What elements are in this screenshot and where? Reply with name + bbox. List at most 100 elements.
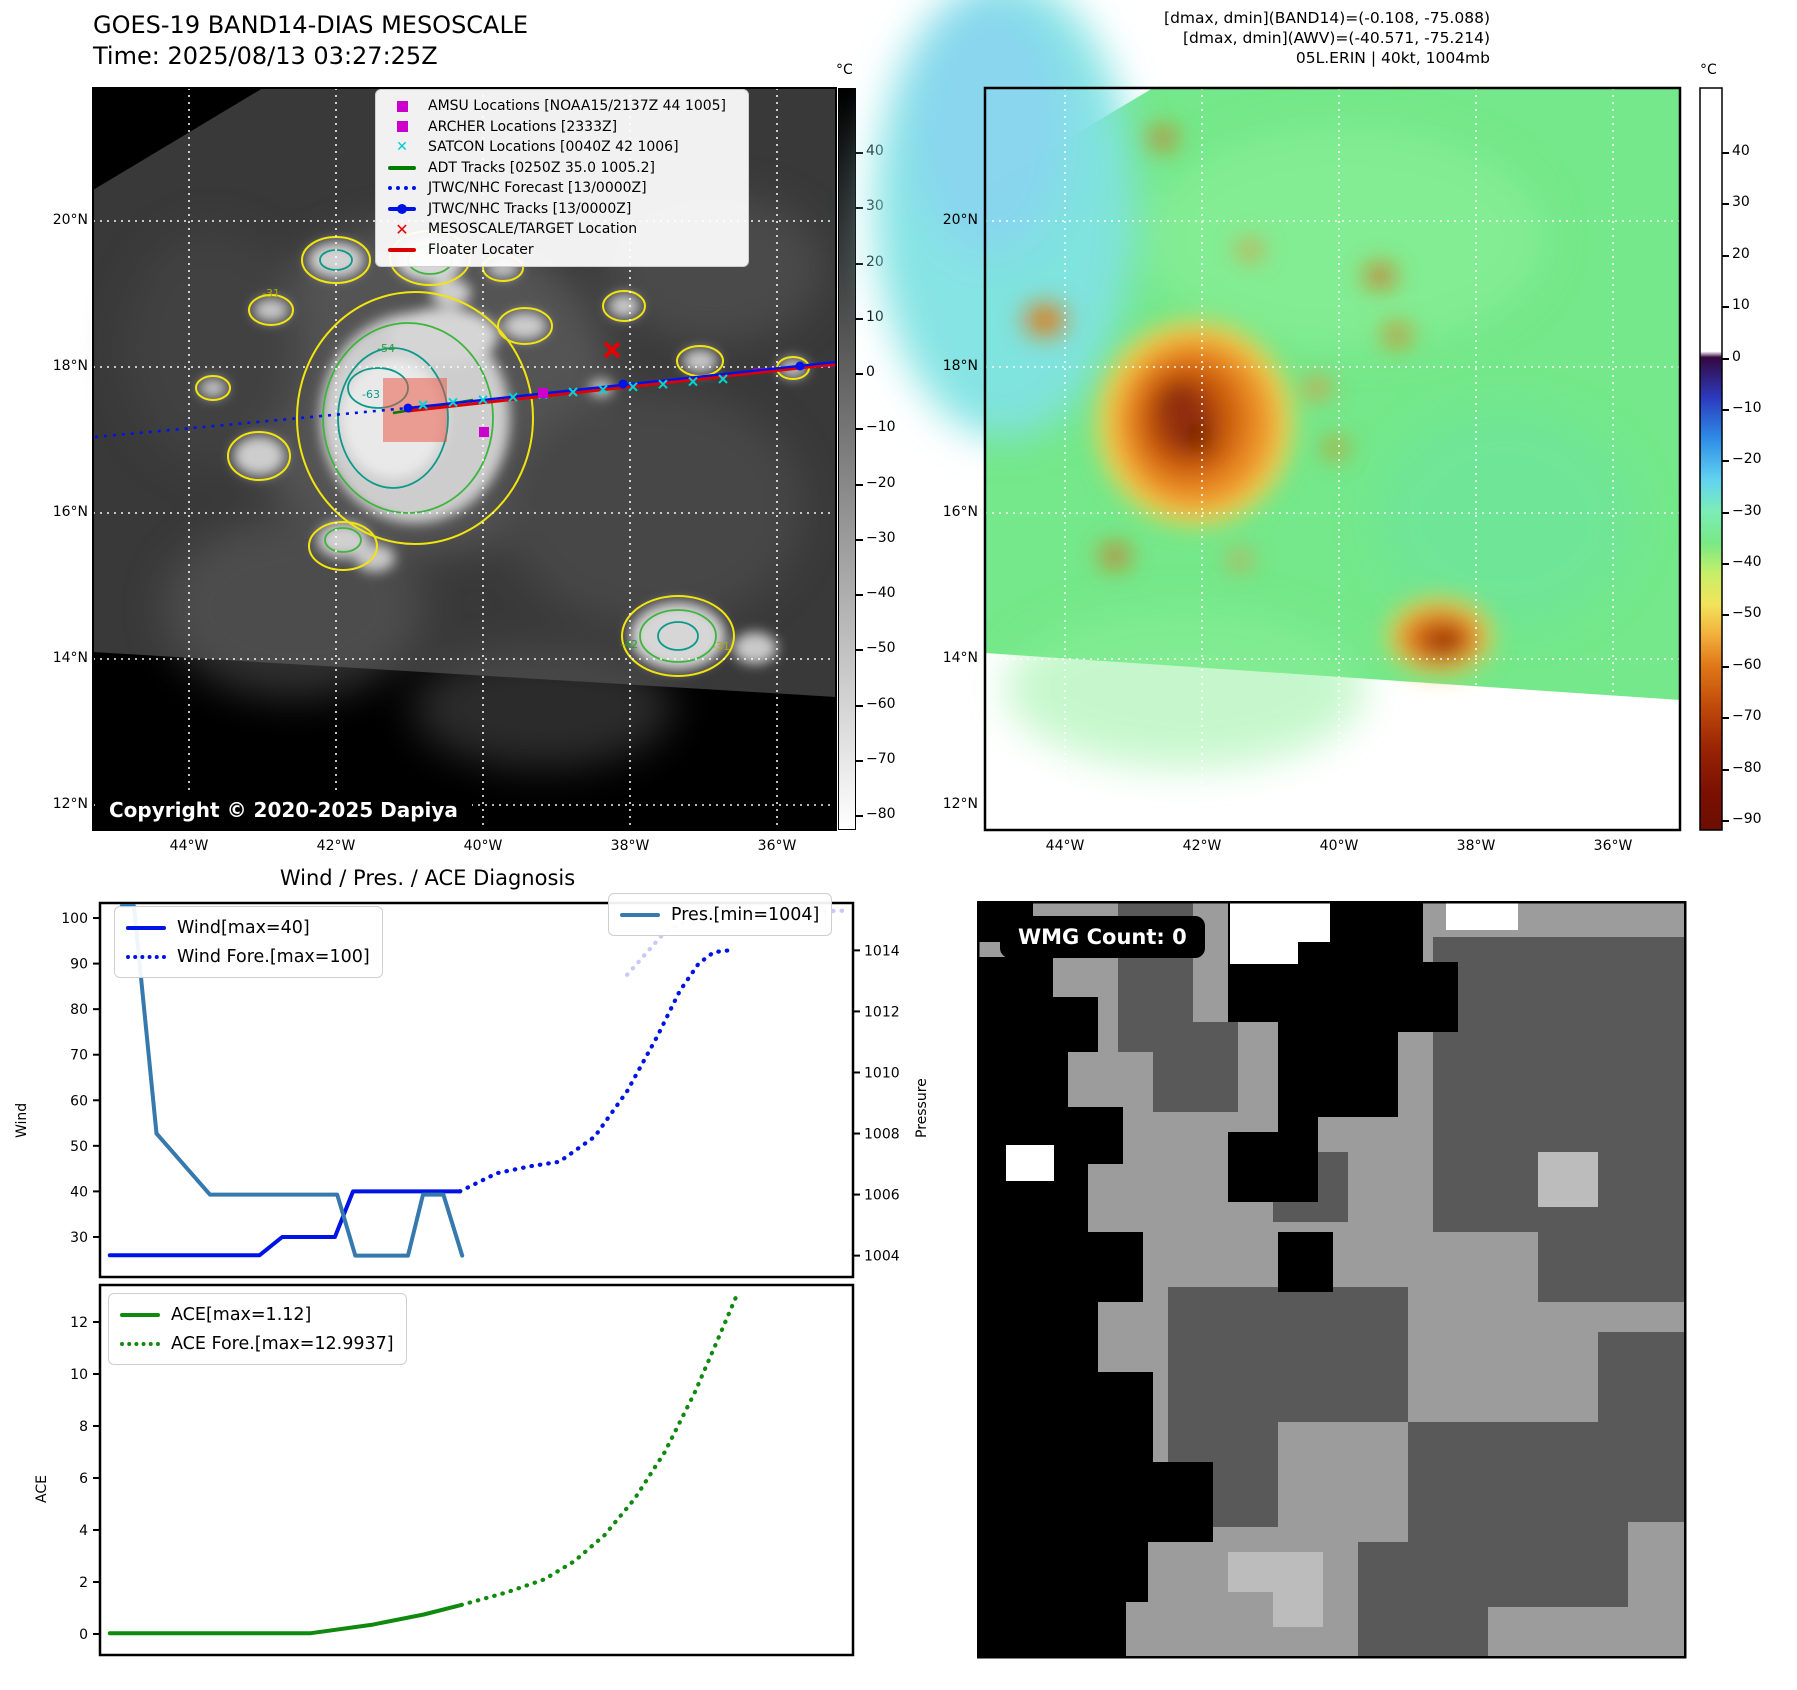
colorbar-tick-label: −20 — [1732, 451, 1762, 468]
map-gridlines — [985, 88, 1680, 830]
colorbar-tick-mark — [1722, 768, 1729, 771]
wind-axis-label: Wind — [14, 1102, 30, 1138]
colorbar-tick-mark — [856, 649, 863, 652]
contour-label: -54 — [377, 342, 395, 355]
colorbar-tick-label: −30 — [1732, 502, 1762, 519]
wmg-black-regions — [978, 902, 1458, 1657]
jtwc-track-points — [403, 361, 805, 413]
ir-colorbar-unit: °C — [836, 62, 853, 78]
line-icon — [384, 165, 420, 170]
legend-item-label: AMSU Locations [NOAA15/2137Z 44 1005] — [428, 98, 727, 115]
svg-text:80: 80 — [70, 1002, 88, 1018]
colorbar-tick-label: 40 — [1732, 142, 1750, 159]
storm-stats: [dmax, dmin](BAND14)=(-0.108, -75.088) [… — [1000, 8, 1490, 68]
legend-item-label: Pres.[min=1004] — [671, 904, 820, 925]
colorbar-tick-mark — [1722, 254, 1729, 257]
figure-title: GOES-19 BAND14-DIAS MESOSCALE Time: 2025… — [93, 10, 528, 72]
svg-text:1010: 1010 — [864, 1065, 900, 1081]
contour-value-labels: -31 -54 -63 -42 -31 — [262, 287, 730, 653]
series-pres-min-1004- — [119, 904, 465, 1258]
svg-text:90: 90 — [70, 957, 88, 973]
axis-tick-label: 14°N — [52, 650, 88, 666]
colorbar-tick-label: −60 — [1732, 656, 1762, 673]
legend-item: ACE Fore.[max=12.9937] — [117, 1329, 394, 1358]
legend-item-label: JTWC/NHC Tracks [13/0000Z] — [428, 200, 632, 217]
colorbar-tick-label: −80 — [866, 806, 896, 822]
line-icon — [384, 247, 420, 252]
line-icon — [123, 925, 169, 930]
colorbar-tick-mark — [1722, 563, 1729, 566]
colorbar-tick-mark — [856, 152, 863, 154]
colorbar-tick-label: −90 — [1732, 810, 1762, 827]
colorbar-tick-mark — [856, 538, 863, 541]
colorbar-tick-label: −50 — [1732, 605, 1762, 622]
awv-colorbar-unit: °C — [1700, 62, 1717, 78]
ace-legend: ACE[max=1.12] ACE Fore.[max=12.9937] — [108, 1293, 407, 1365]
series-ace-fore-max-12-9937- — [459, 1294, 739, 1608]
legend-item-label: ARCHER Locations [2333Z] — [428, 118, 618, 135]
pressure-legend: Pres.[min=1004] — [608, 893, 833, 936]
wmg-white-regions — [1006, 902, 1518, 1181]
wind-legend: Wind[max=40] Wind Fore.[max=100] — [114, 906, 383, 978]
axis-tick-label: 14°N — [942, 650, 978, 666]
colorbar-tick-label: 10 — [1732, 297, 1750, 314]
colorbar-tick-mark — [1722, 614, 1729, 617]
legend-item: AMSU Locations [NOAA15/2137Z 44 1005] — [384, 96, 736, 117]
svg-text:1012: 1012 — [864, 1004, 900, 1020]
axis-tick-label: 18°N — [52, 358, 88, 374]
legend-item: Floater Locater — [384, 240, 736, 261]
svg-text:1006: 1006 — [864, 1188, 900, 1204]
legend-item-label: JTWC/NHC Forecast [13/0000Z] — [428, 180, 647, 197]
colorbar-tick-label: −80 — [1732, 759, 1762, 776]
colorbar-tick-mark — [1722, 717, 1729, 720]
colorbar-tick-label: −50 — [866, 640, 896, 657]
ir-colorbar — [838, 88, 856, 830]
jtwc-forecast-track — [94, 406, 409, 439]
axis-tick-label: 44°W — [169, 838, 209, 854]
chart-title: Wind / Pres. / ACE Diagnosis — [279, 866, 576, 890]
contour-label: -63 — [362, 388, 380, 401]
colorbar-tick-mark — [1722, 203, 1729, 206]
wmg-mask-panel — [976, 900, 1687, 1659]
colorbar-tick-mark — [1722, 357, 1729, 360]
axis-tick-label: 36°W — [757, 838, 797, 854]
x-icon: ✕ — [396, 139, 408, 156]
colorbar-tick-mark — [856, 373, 863, 375]
band14-dmax-dmin: [dmax, dmin](BAND14)=(-0.108, -75.088) — [1164, 9, 1490, 27]
legend-item: ✕ SATCON Locations [0040Z 42 1006] — [384, 137, 736, 158]
colorbar-tick-mark — [856, 483, 863, 486]
svg-text:50: 50 — [70, 1139, 88, 1155]
legend-item: ADT Tracks [0250Z 35.0 1005.2] — [384, 158, 736, 179]
svg-text:12: 12 — [70, 1315, 88, 1331]
legend-item: JTWC/NHC Tracks [13/0000Z] — [384, 199, 736, 220]
axis-tick-label: 42°W — [316, 838, 356, 854]
legend-item: ACE[max=1.12] — [117, 1300, 394, 1329]
square-icon — [384, 121, 420, 133]
legend-item-label: SATCON Locations [0040Z 42 1006] — [428, 139, 679, 156]
contour-label: -42 — [620, 638, 638, 651]
contour-label: -31 — [712, 640, 730, 653]
awv-dmax-dmin: [dmax, dmin](AWV)=(-40.571, -75.214) — [1183, 29, 1490, 47]
colorbar-tick-mark — [856, 207, 863, 210]
axis-tick-label: 40°W — [463, 838, 503, 854]
mesoscale-target-x-icon — [603, 341, 621, 359]
axis-tick-label: 20°N — [942, 212, 978, 228]
svg-text:1014: 1014 — [864, 943, 900, 959]
dotted-line-icon — [117, 1341, 163, 1346]
satellite-title: GOES-19 BAND14-DIAS MESOSCALE — [93, 11, 529, 39]
svg-text:6: 6 — [79, 1471, 88, 1487]
colorbar-tick-mark — [1722, 819, 1729, 822]
svg-text:8: 8 — [79, 1419, 88, 1435]
colorbar-tick-mark — [856, 704, 863, 707]
svg-text:1004: 1004 — [864, 1249, 900, 1265]
map-legend: AMSU Locations [NOAA15/2137Z 44 1005] ARC… — [375, 89, 749, 267]
ace-axis-label: ACE — [34, 1475, 50, 1503]
legend-item-label: MESOSCALE/TARGET Location — [428, 221, 638, 238]
colorbar-tick-label: −60 — [866, 695, 896, 712]
colorbar-tick-label: 10 — [866, 308, 884, 325]
line-dot-icon — [384, 203, 420, 214]
wmg-count-badge: WMG Count: 0 — [1000, 916, 1205, 958]
legend-item-label: ACE Fore.[max=12.9937] — [171, 1333, 394, 1354]
colorbar-tick-mark — [1722, 151, 1729, 154]
